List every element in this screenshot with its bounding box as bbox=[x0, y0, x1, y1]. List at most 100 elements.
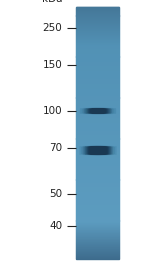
Bar bbox=[76, 88, 119, 89]
Bar bbox=[76, 158, 119, 159]
Bar bbox=[76, 133, 119, 134]
Bar bbox=[76, 145, 119, 146]
Bar bbox=[76, 128, 119, 129]
Bar bbox=[76, 163, 119, 164]
Bar bbox=[76, 47, 119, 48]
Bar bbox=[76, 68, 119, 69]
Bar bbox=[76, 122, 119, 123]
Bar bbox=[76, 104, 119, 105]
Bar bbox=[76, 112, 119, 113]
Bar bbox=[76, 165, 119, 166]
Bar bbox=[76, 108, 119, 109]
Bar bbox=[76, 140, 119, 141]
Bar bbox=[76, 75, 119, 76]
Bar bbox=[76, 143, 119, 144]
Bar bbox=[76, 246, 119, 247]
Bar bbox=[76, 221, 119, 222]
Bar bbox=[76, 24, 119, 25]
Bar bbox=[76, 204, 119, 205]
Bar bbox=[76, 14, 119, 15]
Bar bbox=[76, 179, 119, 180]
Bar bbox=[76, 132, 119, 133]
Bar bbox=[76, 15, 119, 16]
Bar bbox=[76, 190, 119, 191]
Bar bbox=[76, 74, 119, 75]
Bar bbox=[76, 95, 119, 96]
Bar bbox=[76, 137, 119, 138]
Bar bbox=[76, 258, 119, 259]
Bar bbox=[76, 244, 119, 245]
Bar bbox=[76, 116, 119, 117]
Bar bbox=[76, 138, 119, 139]
Bar bbox=[76, 177, 119, 178]
Bar bbox=[76, 127, 119, 128]
Bar bbox=[76, 23, 119, 24]
Bar bbox=[76, 249, 119, 250]
Bar bbox=[76, 27, 119, 28]
Bar bbox=[76, 10, 119, 11]
Bar bbox=[76, 20, 119, 21]
Bar bbox=[76, 255, 119, 256]
Bar bbox=[76, 64, 119, 65]
Bar bbox=[76, 92, 119, 93]
Bar bbox=[76, 251, 119, 252]
Bar bbox=[76, 170, 119, 171]
Bar bbox=[76, 171, 119, 172]
Bar bbox=[76, 136, 119, 137]
Bar bbox=[76, 78, 119, 79]
Bar bbox=[76, 73, 119, 74]
Bar bbox=[76, 11, 119, 12]
Bar bbox=[76, 215, 119, 216]
Bar bbox=[76, 252, 119, 253]
Bar bbox=[76, 63, 119, 64]
Bar bbox=[76, 231, 119, 232]
Bar bbox=[76, 89, 119, 90]
Bar bbox=[76, 201, 119, 202]
Bar bbox=[76, 250, 119, 251]
Bar bbox=[76, 32, 119, 33]
Bar bbox=[76, 53, 119, 54]
Bar bbox=[76, 80, 119, 81]
Bar bbox=[76, 253, 119, 254]
Bar bbox=[76, 70, 119, 71]
Bar bbox=[76, 183, 119, 184]
Bar bbox=[76, 148, 119, 149]
Bar bbox=[76, 44, 119, 45]
Bar bbox=[76, 77, 119, 78]
Bar bbox=[76, 242, 119, 243]
Bar bbox=[76, 67, 119, 68]
Bar bbox=[76, 26, 119, 27]
Bar bbox=[76, 210, 119, 211]
Bar bbox=[76, 227, 119, 228]
Bar bbox=[76, 225, 119, 226]
Bar bbox=[76, 72, 119, 73]
Bar bbox=[76, 218, 119, 219]
Text: 250: 250 bbox=[42, 23, 62, 33]
Bar bbox=[76, 22, 119, 23]
Bar bbox=[76, 29, 119, 30]
Bar bbox=[76, 7, 119, 8]
Bar bbox=[76, 184, 119, 185]
Bar bbox=[76, 213, 119, 214]
Bar bbox=[76, 101, 119, 102]
Bar bbox=[76, 154, 119, 155]
Bar bbox=[76, 238, 119, 239]
Bar bbox=[76, 146, 119, 147]
Bar bbox=[76, 66, 119, 67]
Bar bbox=[76, 110, 119, 111]
Bar bbox=[76, 240, 119, 241]
Bar bbox=[76, 229, 119, 230]
Bar bbox=[76, 256, 119, 257]
Bar bbox=[76, 19, 119, 20]
Bar bbox=[76, 123, 119, 124]
Bar bbox=[76, 241, 119, 242]
Bar bbox=[76, 13, 119, 14]
Bar bbox=[76, 228, 119, 229]
Bar bbox=[76, 211, 119, 212]
Bar bbox=[76, 207, 119, 208]
Bar bbox=[76, 125, 119, 126]
Bar bbox=[76, 50, 119, 51]
Bar bbox=[76, 159, 119, 160]
Bar bbox=[76, 76, 119, 77]
Bar bbox=[76, 93, 119, 94]
